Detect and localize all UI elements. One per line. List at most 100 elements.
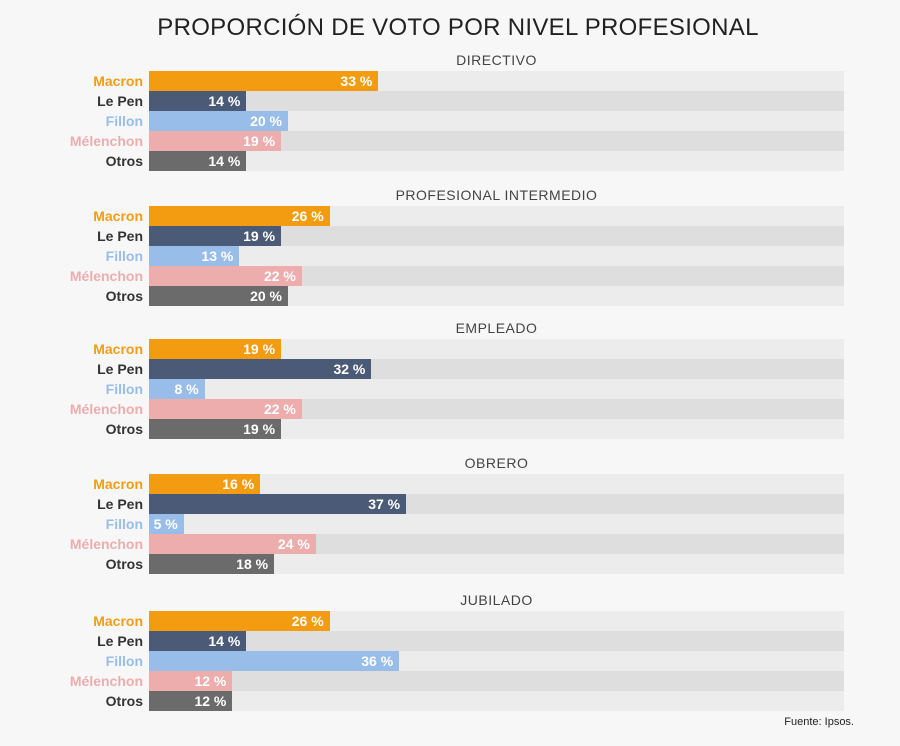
bar-track: 12 % [149, 691, 844, 711]
data-label: 16 % [222, 476, 255, 492]
bar-track: 20 % [149, 111, 844, 131]
bar-fillon [149, 111, 288, 131]
data-label: 20 % [250, 113, 282, 129]
source-note: Fuente: Ipsos. [784, 716, 854, 728]
data-label: 19 % [243, 341, 276, 357]
category-label: Otros [105, 421, 143, 437]
category-label: Mélenchon [69, 536, 143, 552]
chart-title: PROPORCIÓN DE VOTO POR NIVEL PROFESIONAL [157, 14, 759, 41]
data-label: 24 % [277, 536, 310, 552]
bar-mélenchon [149, 534, 316, 554]
category-label: Otros [105, 556, 143, 572]
bar-track: 14 % [149, 91, 844, 111]
bar-track: 8 % [149, 379, 844, 399]
data-label: 14 % [208, 633, 241, 649]
data-label: 8 % [174, 381, 199, 397]
bar-le-pen [149, 631, 247, 651]
category-label: Mélenchon [69, 268, 143, 284]
category-label: Fillon [105, 653, 143, 669]
bar-track: 36 % [149, 651, 844, 671]
bar-mélenchon [149, 671, 233, 691]
data-label: 37 % [368, 496, 401, 512]
bar-le-pen [149, 91, 247, 111]
category-label: Otros [105, 288, 143, 304]
bar-track: 19 % [149, 131, 844, 151]
group-title: JUBILADO [460, 592, 533, 608]
bar-track: 19 % [149, 419, 844, 439]
group-title: DIRECTIVO [456, 52, 537, 68]
bar-otros [149, 691, 233, 711]
bar-track: 26 % [149, 206, 844, 226]
bar-track: 12 % [149, 671, 844, 691]
data-label: 5 % [153, 516, 178, 532]
category-label: Macron [93, 341, 143, 357]
category-label: Fillon [105, 113, 143, 129]
bar-track: 19 % [149, 226, 844, 246]
data-label: 36 % [361, 653, 394, 669]
bar-track: 22 % [149, 266, 844, 286]
bar-otros [149, 286, 288, 306]
bar-le-pen [149, 494, 407, 514]
group-title: PROFESIONAL INTERMEDIO [395, 187, 598, 203]
data-label: 12 % [194, 673, 227, 689]
category-label: Le Pen [97, 361, 143, 377]
bar-macron [149, 474, 261, 494]
data-label: 33 % [340, 73, 373, 89]
data-label: 22 % [263, 401, 296, 417]
bar-track: 33 % [149, 71, 844, 91]
category-label: Fillon [105, 381, 143, 397]
category-label: Fillon [105, 248, 143, 264]
data-label: 19 % [243, 133, 276, 149]
bar-track: 20 % [149, 286, 844, 306]
bar-macron [149, 611, 330, 631]
data-label: 32 % [333, 361, 366, 377]
bar-macron [149, 339, 282, 359]
data-label: 13 % [201, 248, 234, 264]
bar-track: 26 % [149, 611, 844, 631]
data-label: 14 % [208, 93, 241, 109]
bar-track: 13 % [149, 246, 844, 266]
bar-track: 5 % [149, 514, 844, 534]
bar-fillon [149, 514, 184, 534]
data-label: 26 % [291, 208, 324, 224]
data-label: 18 % [236, 556, 269, 572]
category-label: Otros [105, 153, 143, 169]
category-label: Macron [93, 73, 143, 89]
data-label: 20 % [250, 288, 282, 304]
bar-fillon [149, 651, 400, 671]
category-label: Mélenchon [69, 401, 143, 417]
category-label: Mélenchon [69, 133, 143, 149]
bar-track: 14 % [149, 151, 844, 171]
data-label: 26 % [291, 613, 324, 629]
data-label: 19 % [243, 228, 276, 244]
category-label: Le Pen [97, 228, 143, 244]
data-label: 12 % [194, 693, 227, 709]
bar-track: 22 % [149, 399, 844, 419]
category-label: Macron [93, 613, 143, 629]
bar-otros [149, 419, 282, 439]
category-label: Fillon [105, 516, 143, 532]
data-label: 19 % [243, 421, 276, 437]
bar-fillon [149, 246, 240, 266]
category-label: Otros [105, 693, 143, 709]
category-label: Macron [93, 208, 143, 224]
bar-mélenchon [149, 266, 302, 286]
bar-track: 16 % [149, 474, 844, 494]
category-label: Le Pen [97, 633, 143, 649]
bar-otros [149, 151, 247, 171]
bar-macron [149, 206, 330, 226]
bar-track: 37 % [149, 494, 844, 514]
bar-mélenchon [149, 399, 302, 419]
bar-le-pen [149, 226, 282, 246]
bar-track: 32 % [149, 359, 844, 379]
group-title: EMPLEADO [455, 320, 538, 336]
bar-le-pen [149, 359, 372, 379]
bar-track: 24 % [149, 534, 844, 554]
category-label: Mélenchon [69, 673, 143, 689]
category-label: Macron [93, 476, 143, 492]
bar-track: 19 % [149, 339, 844, 359]
bar-mélenchon [149, 131, 282, 151]
bar-otros [149, 554, 275, 574]
data-label: 14 % [208, 153, 241, 169]
bar-track: 14 % [149, 631, 844, 651]
